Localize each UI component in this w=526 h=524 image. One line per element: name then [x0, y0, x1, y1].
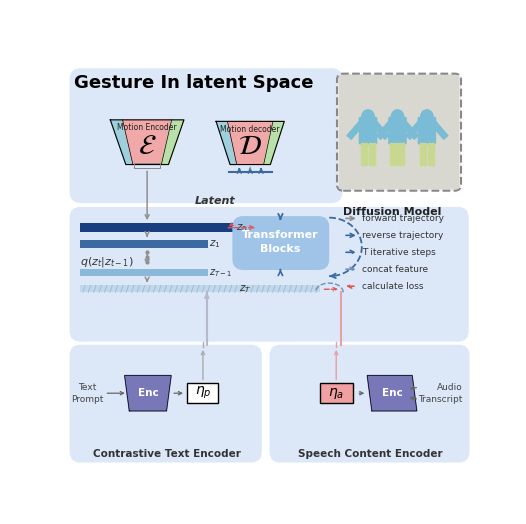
Text: Transcript: Transcript [418, 395, 462, 404]
Text: Transformer
Blocks: Transformer Blocks [242, 230, 319, 254]
Text: $\eta_p$: $\eta_p$ [195, 385, 211, 401]
Text: concat feature: concat feature [362, 265, 428, 274]
FancyBboxPatch shape [270, 345, 470, 463]
FancyBboxPatch shape [337, 74, 461, 191]
Polygon shape [123, 120, 171, 165]
Bar [134, 163, 160, 168]
Text: reverse trajectory: reverse trajectory [362, 231, 443, 240]
Bar [361, 143, 367, 165]
Polygon shape [161, 120, 184, 165]
Ellipse shape [362, 110, 374, 124]
FancyBboxPatch shape [320, 383, 352, 403]
Bar [80, 240, 208, 248]
Text: $z_0$: $z_0$ [236, 222, 248, 234]
FancyBboxPatch shape [388, 117, 407, 145]
FancyBboxPatch shape [69, 345, 262, 463]
Bar [369, 143, 375, 165]
Bar [428, 143, 434, 165]
Polygon shape [227, 122, 273, 165]
Text: $\eta_a$: $\eta_a$ [328, 386, 345, 401]
Polygon shape [216, 122, 237, 165]
Text: calculate loss: calculate loss [362, 282, 423, 291]
Text: $z_1$: $z_1$ [209, 238, 220, 250]
FancyBboxPatch shape [232, 216, 329, 270]
Bar [390, 143, 397, 165]
Bar [339, 75, 459, 189]
Text: $\mathcal{D}$: $\mathcal{D}$ [238, 133, 262, 160]
Text: Audio: Audio [437, 383, 462, 391]
Text: forward trajectory: forward trajectory [362, 214, 444, 223]
Polygon shape [125, 376, 171, 411]
Bar [80, 269, 208, 276]
Bar [80, 223, 235, 232]
Text: Motion decoder: Motion decoder [220, 125, 280, 134]
Text: $z_{T-1}$: $z_{T-1}$ [209, 267, 232, 279]
Text: Gesture In latent Space: Gesture In latent Space [74, 74, 313, 92]
FancyBboxPatch shape [359, 117, 377, 145]
Text: Enc: Enc [138, 388, 159, 398]
Ellipse shape [391, 110, 403, 124]
Text: Contrastive Text Encoder: Contrastive Text Encoder [93, 449, 240, 458]
Text: $z_T$: $z_T$ [239, 283, 251, 295]
Ellipse shape [421, 110, 433, 124]
FancyBboxPatch shape [69, 68, 342, 203]
Text: Text
Prompt: Text Prompt [71, 383, 104, 403]
Bar [80, 286, 320, 292]
Text: T iterative steps: T iterative steps [362, 248, 436, 257]
Text: Speech Content Encoder: Speech Content Encoder [298, 449, 443, 458]
Polygon shape [264, 122, 284, 165]
Text: Latent: Latent [195, 196, 236, 206]
FancyBboxPatch shape [187, 383, 218, 403]
Text: Enc: Enc [382, 388, 402, 398]
Text: Motion Encoder: Motion Encoder [117, 123, 177, 132]
FancyBboxPatch shape [69, 207, 469, 342]
Text: $\mathcal{E}$: $\mathcal{E}$ [138, 133, 156, 159]
Polygon shape [367, 376, 417, 411]
Polygon shape [110, 120, 133, 165]
Bar [398, 143, 404, 165]
Bar [235, 223, 328, 232]
Bar [420, 143, 426, 165]
Text: Diffusion Model: Diffusion Model [343, 207, 441, 217]
Text: $q(z_t|z_{t-1})$: $q(z_t|z_{t-1})$ [80, 255, 133, 269]
FancyBboxPatch shape [418, 117, 436, 145]
